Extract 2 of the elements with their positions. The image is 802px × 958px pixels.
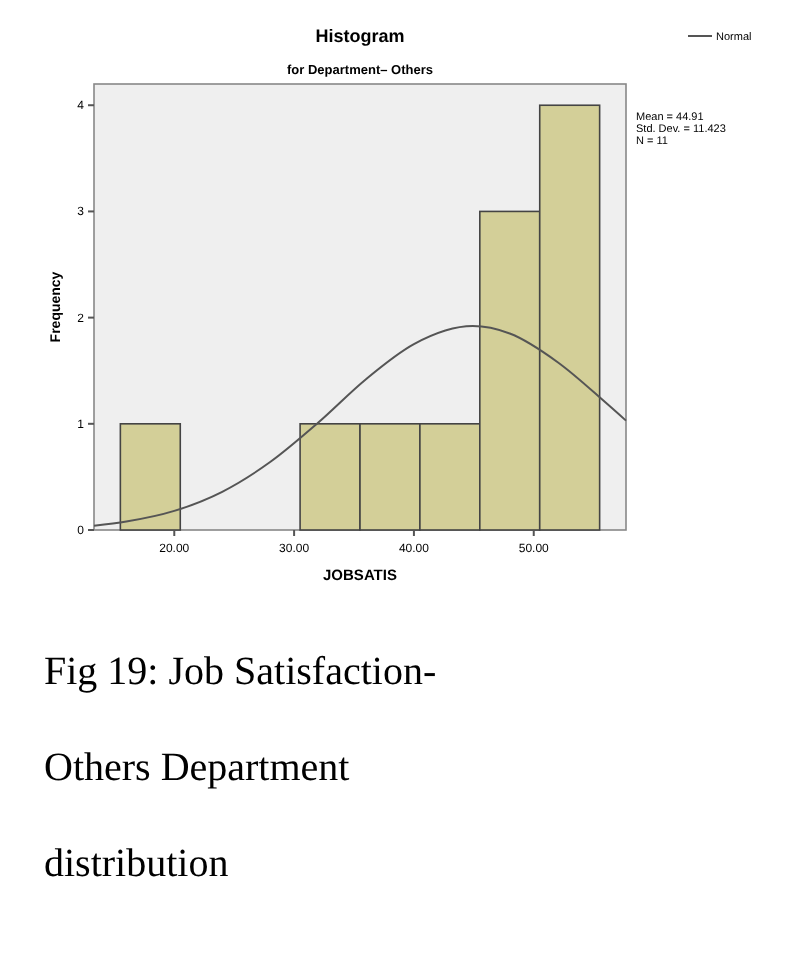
text: Fig 19: Job Satisfaction- Others Department distribution bbox=[44, 650, 437, 886]
chart-title: Histogram bbox=[315, 26, 405, 46]
